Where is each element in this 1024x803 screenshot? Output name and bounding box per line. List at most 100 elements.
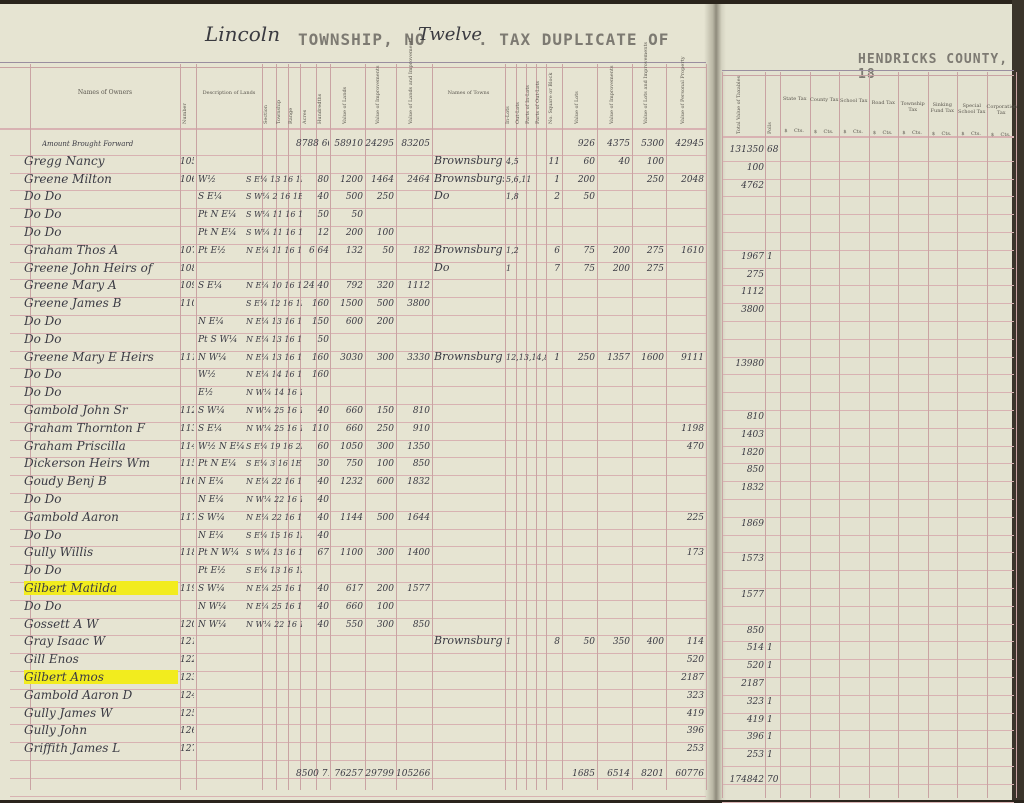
lot-imp: 200 [612, 264, 630, 274]
v-land: 50 [351, 210, 363, 220]
column-rule [536, 64, 537, 790]
row-rule [10, 262, 706, 263]
header-cents: Cts. [1000, 131, 1011, 138]
section-township-range: N E¼ 13 16 1E [246, 335, 302, 344]
acres: 40 [317, 406, 329, 416]
personal: 253 [686, 744, 704, 754]
lot-val: 75 [583, 264, 595, 274]
lot-val: 250 [577, 353, 595, 363]
v-imp: 200 [376, 317, 394, 327]
v-total: 3330 [407, 353, 430, 363]
column-rule [526, 64, 527, 790]
row-rule [722, 392, 1014, 393]
total-taxables: 1573 [741, 554, 764, 564]
total-taxables: 275 [746, 270, 764, 280]
row-rule [722, 713, 1014, 714]
v-total: 3800 [407, 299, 430, 309]
row-rule [722, 588, 1014, 589]
header-rule [0, 62, 706, 68]
row-rule [722, 695, 1014, 696]
header-number: Number [182, 103, 188, 124]
lot-total: 1600 [641, 353, 664, 363]
v-total: 810 [412, 406, 430, 416]
header-dollars: $ [902, 130, 906, 136]
owner-name: Do Do [24, 189, 62, 203]
total-taxables: 1820 [741, 448, 764, 458]
acres: 8500 71 [296, 769, 329, 779]
row-rule [722, 784, 1014, 785]
section-township-range: S E¼ 13 16 1E [246, 566, 302, 575]
row-rule [10, 760, 706, 761]
row-rule [10, 689, 706, 690]
owner-name: Goudy Benj B [24, 474, 107, 488]
v-imp: 300 [376, 548, 394, 558]
header-range: Range [288, 107, 294, 124]
town-name: Brownsburg [434, 243, 503, 256]
owner-name: Do Do [24, 599, 62, 613]
section-township-range: N E¼ 25 16 1E [246, 584, 302, 593]
total-taxables: 419 [746, 715, 764, 725]
owner-name: Gambold Aaron D [24, 688, 133, 702]
lot-val: 1685 [572, 769, 595, 779]
row-rule [722, 250, 1014, 251]
personal: 60776 [675, 769, 704, 779]
v-land: 1232 [340, 477, 363, 487]
polls: 1 [767, 697, 773, 707]
header-tax-1: County Tax [810, 97, 839, 104]
town-name: Brownsburg [434, 154, 503, 167]
v-total: 1644 [407, 513, 430, 523]
total-taxables: 1403 [741, 430, 764, 440]
owner-name: Do Do [24, 492, 62, 506]
column-rule [1016, 72, 1017, 798]
row-rule [722, 357, 1014, 358]
row-rule [10, 173, 706, 174]
header-bottom-rule [0, 128, 706, 130]
row-rule [10, 422, 706, 423]
column-rule [365, 64, 366, 790]
acres: 40 [317, 531, 329, 541]
total-taxables: 1577 [741, 590, 764, 600]
total-taxables: 850 [746, 465, 764, 475]
v-imp: 1464 [371, 175, 394, 185]
lot-total: 275 [646, 246, 664, 256]
row-rule [722, 410, 1014, 411]
land-description: W½ N E¼ [198, 442, 245, 452]
section-township-range: S E¼ 3 16 1E [246, 459, 302, 468]
acres: 40 [317, 192, 329, 202]
owner-name: Gambold John Sr [24, 403, 128, 417]
owner-number: 126 [180, 726, 194, 736]
acres: 80 [317, 175, 329, 185]
lot-total: 275 [646, 264, 664, 274]
owner-number: 127 [180, 744, 194, 754]
total-taxables: 4762 [741, 181, 764, 191]
column-rule [276, 64, 277, 790]
column-rule [706, 64, 707, 790]
header-township: Township [276, 99, 282, 124]
row-rule [722, 499, 1014, 500]
owner-name: Greene Mary E Heirs [24, 350, 154, 364]
row-rule [722, 232, 1014, 233]
owner-name: Gill Enos [24, 652, 79, 666]
polls: 1 [767, 252, 773, 262]
total-taxables: 100 [746, 163, 764, 173]
land-description: N E¼ [198, 477, 225, 487]
row-rule [10, 707, 706, 708]
section-township-range: S W¼ 13 16 1E [246, 548, 302, 557]
header-dollars: $ [931, 130, 936, 137]
personal: 2048 [681, 175, 704, 185]
v-total: 850 [412, 459, 430, 469]
owner-number: 117 [180, 513, 194, 523]
row-rule [10, 600, 706, 601]
row-rule [722, 321, 1014, 322]
owner-name: Gilbert Amos [24, 670, 178, 684]
header-dollars: $ [813, 128, 818, 135]
column-rule [316, 64, 317, 790]
land-description: W½ [198, 370, 216, 380]
column-rule [632, 64, 633, 790]
header-tax-5: Sinking Fund Tax [930, 102, 954, 114]
v-imp: 250 [376, 192, 394, 202]
owner-number: 118 [180, 548, 194, 558]
column-rule [898, 72, 899, 798]
header-dollars: $ [784, 128, 788, 134]
owner-number: 113 [180, 424, 194, 434]
